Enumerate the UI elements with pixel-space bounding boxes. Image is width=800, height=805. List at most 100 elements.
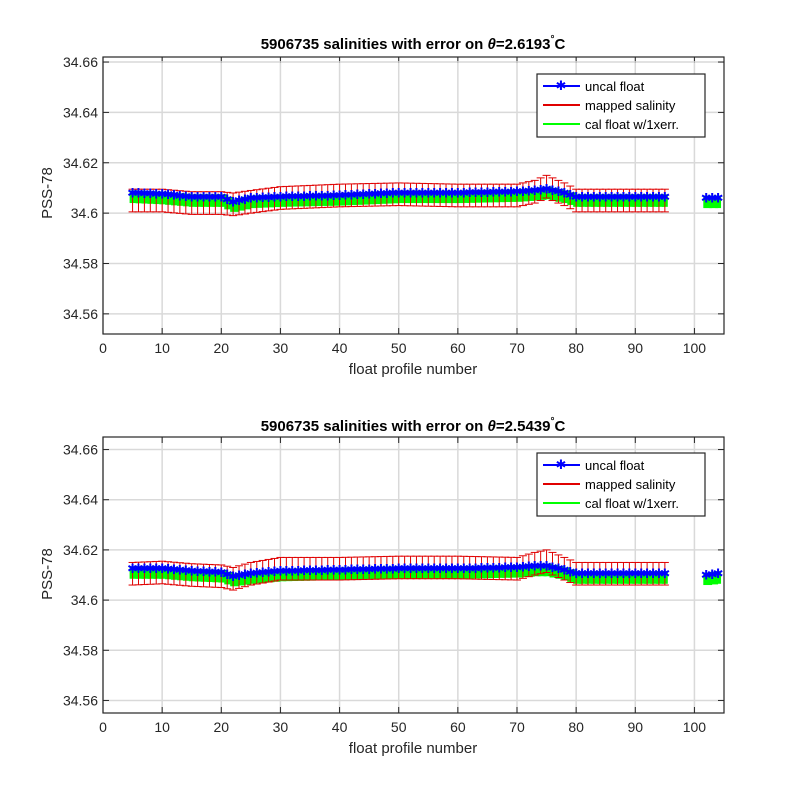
uncal-float-point: ✱ (594, 566, 605, 581)
x-tick-label: 90 (627, 340, 643, 356)
uncal-float-point: ✱ (287, 563, 298, 578)
cal-float-band (224, 571, 234, 585)
uncal-float-point: ✱ (535, 559, 546, 574)
cal-float-band (590, 194, 600, 207)
uncal-float-point: ✱ (381, 561, 392, 576)
uncal-float-point: ✱ (216, 189, 227, 204)
uncal-float-point: ✱ (275, 564, 286, 579)
cal-float-band (295, 193, 305, 207)
uncal-float-point: ✱ (157, 561, 168, 576)
uncal-float-point: ✱ (446, 561, 457, 576)
uncal-float-point: ✱ (198, 189, 209, 204)
y-tick-label: 34.64 (63, 104, 98, 120)
cal-float-band (395, 566, 405, 579)
cal-float-band (519, 564, 529, 578)
axes-box (102, 436, 725, 714)
cal-float-band (502, 565, 512, 578)
uncal-float-point: ✱ (417, 185, 428, 200)
cal-float-band (200, 569, 210, 582)
cal-float-band (301, 193, 310, 207)
uncal-float-point: ✱ (192, 564, 203, 579)
legend: ✱ uncal float mapped salinity cal float … (536, 452, 706, 517)
y-axis-label: PSS-78 (39, 548, 56, 600)
cal-float-band (301, 568, 310, 581)
uncal-float-point: ✱ (458, 185, 469, 200)
cal-float-band (182, 193, 192, 207)
cal-float-band (709, 571, 719, 585)
legend-label-mapped: mapped salinity (585, 98, 676, 113)
uncal-float-point: ✱ (198, 564, 209, 579)
axes-box (102, 56, 725, 335)
cal-float-band (129, 566, 139, 579)
cal-float-band (419, 566, 429, 579)
cal-float-band (129, 190, 139, 204)
uncal-float-point: ✱ (145, 561, 156, 576)
uncal-float-point: ✱ (482, 561, 493, 576)
uncal-float-point: ✱ (482, 185, 493, 200)
uncal-float-point: ✱ (500, 184, 511, 199)
uncal-float-point: ✱ (630, 189, 641, 204)
uncal-float-point: ✱ (624, 189, 635, 204)
uncal-float-point: ✱ (535, 182, 546, 197)
uncal-float-point: ✱ (612, 566, 623, 581)
cal-float-band (644, 194, 654, 207)
cal-float-band (614, 194, 624, 207)
cal-float-band (561, 567, 571, 581)
cal-float-band (703, 572, 713, 586)
uncal-float-line (132, 565, 665, 578)
cal-float-band (425, 566, 435, 579)
chart-title: 5906735 salinities with error on θ=2.543… (261, 416, 566, 435)
cal-float-band (372, 566, 381, 580)
uncal-float-line (706, 572, 719, 576)
cal-float-band (431, 566, 441, 579)
uncal-float-point: ✱ (571, 189, 582, 204)
uncal-float-point: ✱ (293, 189, 304, 204)
cal-float-band (218, 194, 228, 207)
uncal-float-point: ✱ (411, 185, 422, 200)
cal-float-band (141, 190, 151, 204)
uncal-float-point: ✱ (600, 566, 611, 581)
uncal-float-point: ✱ (517, 560, 528, 575)
uncal-float-point: ✱ (222, 192, 233, 207)
cal-float-band (437, 190, 447, 204)
x-tick-label: 50 (391, 340, 407, 356)
cal-float-band (182, 568, 192, 581)
x-tick-label: 100 (683, 340, 707, 356)
uncal-float-point: ✱ (441, 185, 452, 200)
cal-float-band (389, 190, 399, 204)
cal-float-band (342, 192, 352, 206)
cal-float-band (437, 566, 447, 579)
cal-float-band (206, 569, 216, 583)
cal-float-band (655, 571, 665, 584)
uncal-float-point: ✱ (648, 189, 659, 204)
uncal-float-point: ✱ (464, 561, 475, 576)
legend-marker-uncal: ✱ (556, 78, 567, 93)
uncal-float-point: ✱ (594, 189, 605, 204)
cal-float-band (478, 189, 488, 203)
uncal-float-point: ✱ (470, 561, 481, 576)
legend-label-mapped: mapped salinity (585, 477, 676, 492)
cal-float-band (330, 567, 340, 581)
cal-float-band (141, 566, 151, 579)
cal-float-band (401, 566, 411, 579)
uncal-float-point: ✱ (494, 560, 505, 575)
cal-float-band (715, 195, 722, 209)
uncal-float-point: ✱ (310, 563, 321, 578)
cal-float-band (715, 571, 722, 584)
cal-float-band (212, 194, 222, 207)
uncal-float-point: ✱ (127, 561, 138, 576)
cal-float-band (378, 566, 387, 580)
uncal-float-point: ✱ (305, 189, 316, 204)
uncal-float-point: ✱ (506, 184, 517, 199)
uncal-float-point: ✱ (713, 566, 724, 581)
cal-float-band (496, 189, 506, 203)
cal-float-band (448, 566, 458, 579)
uncal-float-point: ✱ (707, 567, 718, 582)
uncal-float-point: ✱ (435, 561, 446, 576)
uncal-float-point: ✱ (163, 187, 174, 202)
cal-float-band (573, 194, 583, 207)
cal-float-band (176, 193, 186, 206)
uncal-float-point: ✱ (293, 563, 304, 578)
cal-float-band (401, 190, 411, 204)
